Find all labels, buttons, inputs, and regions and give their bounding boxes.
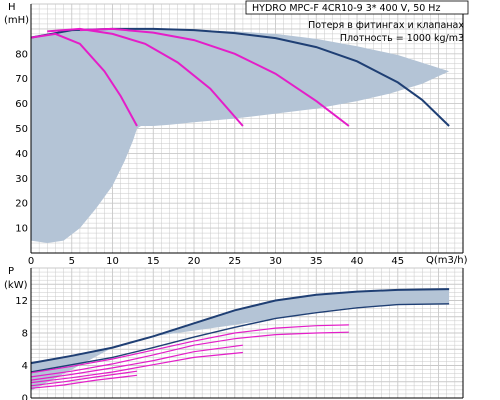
- head-axis-title: H: [8, 2, 16, 13]
- y-tick-label: 0: [22, 394, 28, 400]
- operating-region-0: [31, 28, 450, 244]
- y-tick-label: 80: [15, 49, 28, 60]
- info-title: HYDRO MPC-F 4CR10-9 3* 400 V, 50 Hz: [252, 3, 440, 14]
- y-tick-label: 4: [22, 361, 28, 372]
- info-box: [245, 0, 469, 15]
- y-tick-label: 40: [15, 149, 28, 160]
- y-tick-label: 50: [15, 124, 28, 135]
- y-tick-label: 60: [15, 99, 28, 110]
- pump-curve-1-6: [30, 351, 243, 384]
- x-tick-label: 30: [269, 256, 282, 267]
- y-tick-label: 70: [15, 74, 28, 85]
- x-tick-label: 45: [391, 256, 404, 267]
- power-axis-title: P: [8, 266, 14, 277]
- x-tick-label: 10: [106, 256, 119, 267]
- x-tick-label: 40: [351, 256, 364, 267]
- y-tick-label: 30: [15, 174, 28, 185]
- x-tick-label: 20: [188, 256, 201, 267]
- pump-curve-1-3: [30, 324, 349, 374]
- pump-curve-1-8: [30, 374, 138, 389]
- head-axis-unit: (mH): [4, 15, 29, 26]
- y-tick-label: 20: [15, 199, 28, 210]
- x-tick-label: 15: [147, 256, 160, 267]
- x-tick-label: 25: [228, 256, 241, 267]
- pump-curve-1-7: [30, 370, 138, 387]
- flow-axis-title: Q(m3/h): [426, 255, 468, 266]
- pump-curve-1-5: [30, 344, 243, 381]
- info-line-density: Плотность = 1000 kg/m3: [340, 33, 464, 44]
- x-tick-label: 5: [69, 256, 75, 267]
- panel-1: [30, 267, 464, 399]
- y-tick-label: 12: [15, 296, 28, 307]
- info-line-fittings: Потеря в фитингах и клапанах: [308, 20, 464, 31]
- pump-curve-0-3: [47, 27, 244, 127]
- x-tick-label: 35: [310, 256, 323, 267]
- pump-curve-1-4: [30, 331, 349, 378]
- x-tick-label: 0: [28, 256, 34, 267]
- power-axis-unit: (kW): [4, 280, 28, 291]
- y-tick-label: 10: [15, 224, 28, 235]
- max-curve-1: [30, 288, 450, 365]
- curve-1-2: [30, 303, 450, 373]
- panel-0: [30, 3, 464, 254]
- y-tick-label: 8: [22, 329, 28, 340]
- pump-curve-0-2: [30, 32, 138, 127]
- pump-curve-0-4: [79, 27, 350, 127]
